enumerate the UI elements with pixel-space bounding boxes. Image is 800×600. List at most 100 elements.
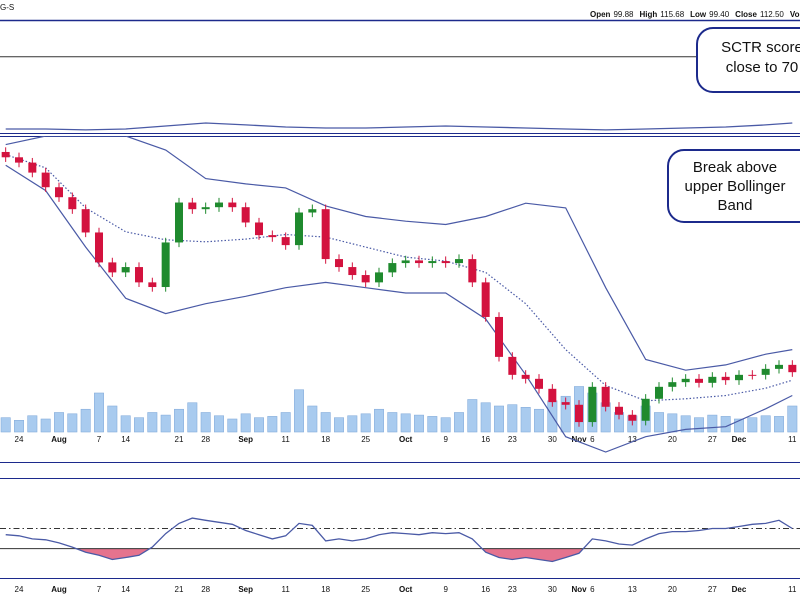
candle-body (361, 275, 370, 283)
x-tick-label: Nov (571, 435, 587, 444)
volume-bar (27, 415, 38, 433)
candle-body (428, 261, 437, 264)
candle-body (55, 187, 63, 198)
header-label: Volume (790, 10, 800, 19)
volume-bar (40, 418, 51, 433)
x-tick-label: Aug (51, 585, 67, 594)
annotation-text: SCTR score (721, 39, 800, 56)
x-tick-label: 27 (708, 585, 717, 594)
x-tick-label: 24 (15, 585, 24, 594)
x-tick-label: Sep (238, 435, 253, 444)
volume-bar (240, 413, 251, 433)
candle-body (175, 202, 183, 243)
candle-body (215, 202, 223, 208)
x-tick-label: 11 (282, 585, 291, 594)
candle-body (281, 237, 290, 246)
candle-body (375, 272, 383, 283)
x-tick-label: 6 (590, 435, 595, 444)
volume-bar (347, 415, 358, 433)
candle-body (735, 374, 743, 381)
volume-bar (0, 417, 11, 433)
volume-bar (734, 418, 744, 433)
negative-area (76, 548, 584, 562)
volume-bar (227, 418, 238, 433)
x-tick-label: Dec (732, 585, 747, 594)
candle-body (721, 376, 730, 381)
volume-bar (400, 413, 411, 433)
x-tick-label: 9 (443, 585, 448, 594)
x-tick-label: Dec (732, 435, 747, 444)
volume-bar (214, 415, 224, 433)
volume-bar (774, 416, 784, 433)
x-tick-label: 9 (443, 435, 448, 444)
candle-body (41, 172, 50, 188)
volume-bar (707, 414, 718, 433)
x-tick-label: 20 (668, 585, 677, 594)
volume-bar (307, 405, 318, 433)
header-value: 99.40 (709, 10, 730, 19)
candle-body (228, 202, 237, 208)
x-tick-label: 14 (121, 435, 130, 444)
candle-body (481, 282, 490, 317)
candle-body (268, 235, 277, 238)
candle-body (695, 378, 703, 383)
volume-bar (360, 413, 371, 433)
candle-body (495, 316, 503, 357)
volume-bar (560, 395, 571, 433)
volume-bar (667, 413, 678, 433)
x-tick-label: 11 (788, 435, 797, 444)
annotation-text: Break above (693, 159, 777, 176)
x-tick-label: 18 (321, 585, 330, 594)
volume-bar (454, 412, 464, 433)
candle-body (68, 197, 77, 210)
candle-body (201, 207, 210, 210)
x-tick-label: 28 (201, 435, 210, 444)
candle-body (441, 261, 450, 264)
header-value: 112.50 (760, 10, 784, 19)
volume-bar (387, 412, 398, 433)
volume-bar (94, 392, 104, 433)
candle-body (348, 267, 357, 276)
volume-bar (720, 416, 731, 433)
x-tick-label: 30 (548, 435, 557, 444)
volume-bar (787, 405, 798, 433)
x-tick-label: 13 (628, 435, 637, 444)
volume-bar (107, 405, 118, 433)
volume-bar (654, 412, 664, 433)
candle-body (108, 262, 117, 273)
volume-bar (174, 408, 184, 433)
candle-body (788, 364, 797, 373)
x-tick-label: 18 (321, 435, 330, 444)
volume-bar (267, 416, 278, 433)
volume-bar (147, 412, 158, 433)
x-tick-label: 23 (508, 585, 517, 594)
bollinger-band (5, 164, 793, 453)
x-tick-label: 20 (668, 435, 677, 444)
x-tick-label: 30 (548, 585, 557, 594)
header-value: 99.88 (613, 10, 634, 19)
candle-body (615, 406, 623, 415)
candle-body (761, 368, 770, 375)
annotation-text: upper Bollinger (685, 178, 786, 195)
volume-bar (680, 415, 691, 433)
volume-bar (427, 416, 438, 433)
candle-body (628, 414, 637, 421)
header-label: Close (735, 10, 757, 19)
bollinger-band (5, 154, 793, 402)
candle-body (508, 356, 517, 375)
candle-body (521, 374, 530, 379)
candle-body (121, 267, 130, 273)
annotation-text: Band (717, 197, 752, 214)
volume-bar (694, 417, 704, 433)
candle-body (575, 404, 583, 423)
candle-body (748, 374, 757, 376)
candle-body (295, 212, 303, 246)
candle-body (588, 386, 597, 423)
candle-body (255, 222, 263, 236)
x-tick-label: 21 (175, 435, 184, 444)
candle-body (135, 267, 143, 283)
candle-body (535, 378, 543, 389)
volume-bar (67, 413, 78, 433)
